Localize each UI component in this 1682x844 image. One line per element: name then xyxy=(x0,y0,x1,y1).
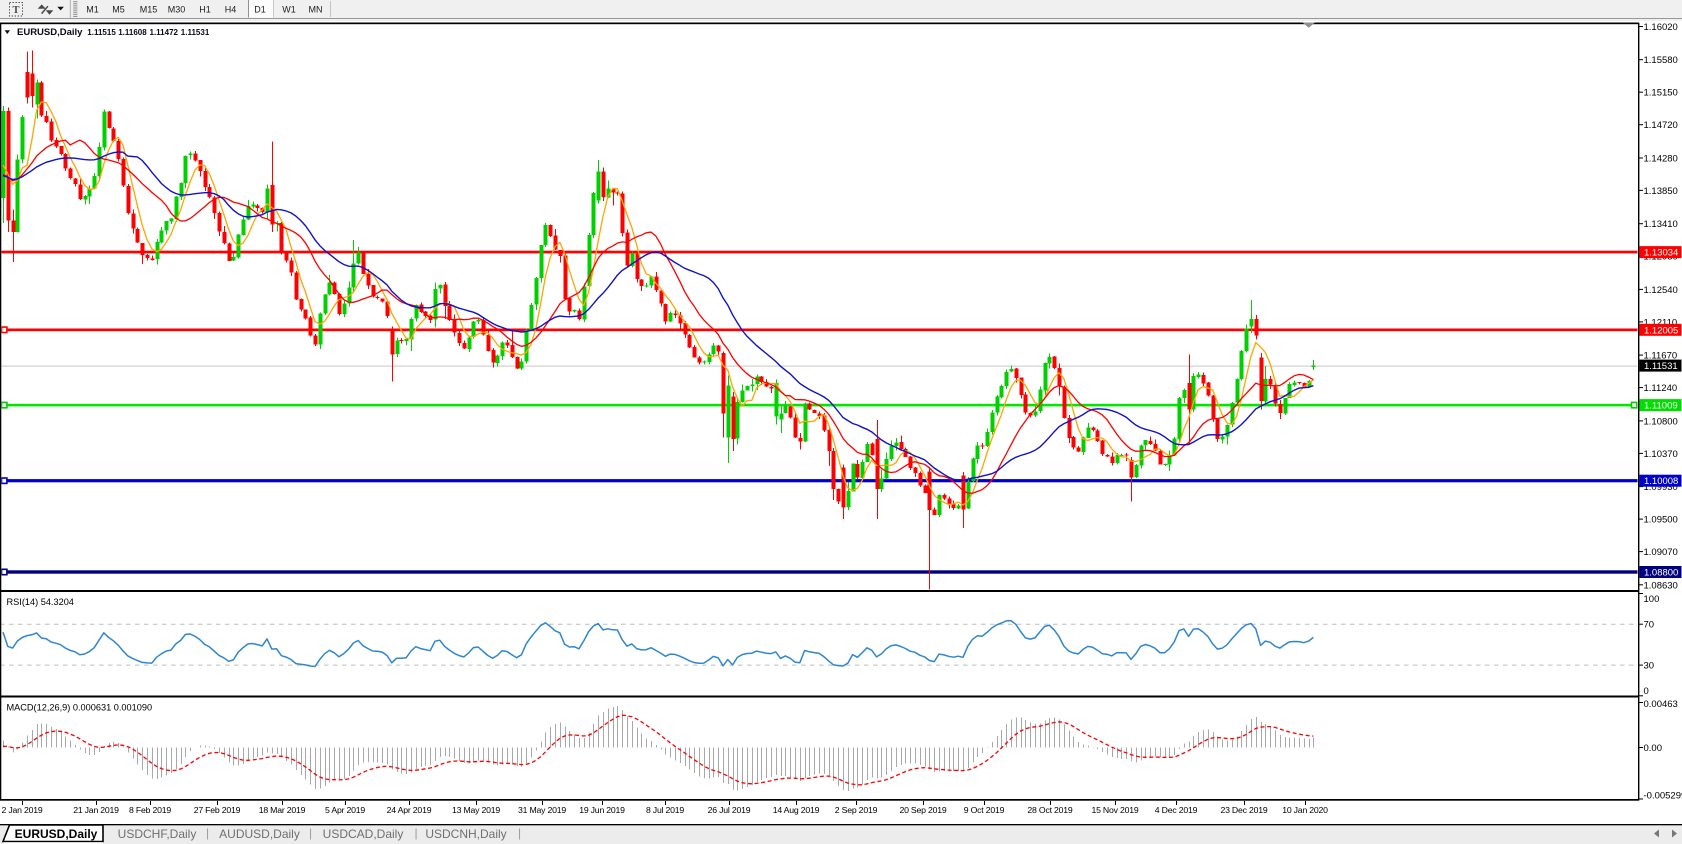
svg-text:8 Jul 2019: 8 Jul 2019 xyxy=(646,805,684,815)
svg-text:1.08800: 1.08800 xyxy=(1644,568,1678,579)
svg-text:|: | xyxy=(414,826,417,840)
svg-text:|: | xyxy=(518,826,521,840)
svg-text:D1: D1 xyxy=(254,5,266,15)
svg-text:T: T xyxy=(12,5,19,16)
svg-text:MN: MN xyxy=(309,5,323,15)
svg-text:18 Mar 2019: 18 Mar 2019 xyxy=(259,805,306,815)
svg-text:1.10800: 1.10800 xyxy=(1644,416,1678,427)
svg-text:1.11515: 1.11515 xyxy=(87,28,116,37)
svg-text:28 Oct 2019: 28 Oct 2019 xyxy=(1027,805,1073,815)
svg-text:1.11240: 1.11240 xyxy=(1644,383,1678,394)
svg-text:EURUSD,Daily: EURUSD,Daily xyxy=(17,27,83,38)
svg-text:H1: H1 xyxy=(199,5,211,15)
svg-text:1.10008: 1.10008 xyxy=(1644,476,1678,487)
svg-text:H4: H4 xyxy=(225,5,237,15)
svg-text:USDCAD,Daily: USDCAD,Daily xyxy=(323,827,404,841)
svg-text:4 Dec 2019: 4 Dec 2019 xyxy=(1155,805,1198,815)
svg-text:1.13850: 1.13850 xyxy=(1644,186,1678,197)
svg-text:14 Aug 2019: 14 Aug 2019 xyxy=(773,805,820,815)
svg-text:1.14720: 1.14720 xyxy=(1644,120,1678,131)
svg-text:1.11608: 1.11608 xyxy=(118,28,147,37)
svg-text:1.13034: 1.13034 xyxy=(1644,248,1678,259)
svg-text:|: | xyxy=(309,826,312,840)
svg-text:1.11670: 1.11670 xyxy=(1644,351,1678,362)
svg-text:1.12005: 1.12005 xyxy=(1644,325,1678,336)
svg-text:M1: M1 xyxy=(86,5,99,15)
svg-text:1.15580: 1.15580 xyxy=(1644,55,1678,66)
svg-text:1.09500: 1.09500 xyxy=(1644,515,1678,526)
svg-text:W1: W1 xyxy=(282,5,296,15)
svg-text:5 Apr 2019: 5 Apr 2019 xyxy=(325,805,365,815)
svg-text:1.09070: 1.09070 xyxy=(1644,547,1678,558)
svg-text:1.12540: 1.12540 xyxy=(1644,285,1678,296)
svg-text:AUDUSD,Daily: AUDUSD,Daily xyxy=(219,827,300,841)
svg-text:M5: M5 xyxy=(112,5,125,15)
svg-text:-0.005299: -0.005299 xyxy=(1644,791,1682,802)
svg-text:0.00: 0.00 xyxy=(1644,743,1663,754)
svg-text:2 Sep 2019: 2 Sep 2019 xyxy=(835,805,878,815)
svg-text:M30: M30 xyxy=(168,5,186,15)
svg-text:9 Oct 2019: 9 Oct 2019 xyxy=(964,805,1005,815)
svg-text:RSI(14) 54.3204: RSI(14) 54.3204 xyxy=(7,597,74,607)
svg-text:2 Jan 2019: 2 Jan 2019 xyxy=(2,805,43,815)
svg-text:27 Feb 2019: 27 Feb 2019 xyxy=(194,805,241,815)
svg-text:1.08630: 1.08630 xyxy=(1644,580,1678,591)
svg-text:23 Dec 2019: 23 Dec 2019 xyxy=(1220,805,1267,815)
svg-text:1.12110: 1.12110 xyxy=(1644,317,1678,328)
svg-text:EURUSD,Daily: EURUSD,Daily xyxy=(15,827,98,841)
svg-text:1.09930: 1.09930 xyxy=(1644,482,1678,493)
svg-text:1.11531: 1.11531 xyxy=(181,28,210,37)
svg-text:30: 30 xyxy=(1644,661,1655,672)
svg-text:|: | xyxy=(206,826,209,840)
svg-text:20 Sep 2019: 20 Sep 2019 xyxy=(899,805,946,815)
svg-text:15 Nov 2019: 15 Nov 2019 xyxy=(1091,805,1138,815)
svg-text:1.11472: 1.11472 xyxy=(150,28,179,37)
svg-text:21 Jan 2019: 21 Jan 2019 xyxy=(73,805,119,815)
svg-text:1.13410: 1.13410 xyxy=(1644,219,1678,230)
svg-text:70: 70 xyxy=(1644,620,1655,631)
svg-text:8 Feb 2019: 8 Feb 2019 xyxy=(129,805,171,815)
svg-text:19 Jun 2019: 19 Jun 2019 xyxy=(579,805,625,815)
svg-text:0.00463: 0.00463 xyxy=(1644,699,1678,710)
svg-text:M15: M15 xyxy=(140,5,158,15)
svg-text:1.16020: 1.16020 xyxy=(1644,22,1678,33)
svg-text:24 Apr 2019: 24 Apr 2019 xyxy=(387,805,432,815)
svg-text:USDCHF,Daily: USDCHF,Daily xyxy=(118,827,197,841)
svg-text:MACD(12,26,9) 0.000631 0.00109: MACD(12,26,9) 0.000631 0.001090 xyxy=(7,703,153,713)
svg-text:1.15150: 1.15150 xyxy=(1644,88,1678,99)
svg-text:10 Jan 2020: 10 Jan 2020 xyxy=(1282,805,1328,815)
svg-text:1.14280: 1.14280 xyxy=(1644,154,1678,165)
svg-text:26 Jul 2019: 26 Jul 2019 xyxy=(708,805,751,815)
svg-text:31 May 2019: 31 May 2019 xyxy=(518,805,566,815)
svg-text:100: 100 xyxy=(1644,594,1660,605)
svg-text:1.10370: 1.10370 xyxy=(1644,449,1678,460)
svg-text:1.11531: 1.11531 xyxy=(1644,361,1678,372)
svg-text:0: 0 xyxy=(1644,686,1649,697)
svg-text:USDCNH,Daily: USDCNH,Daily xyxy=(425,827,506,841)
svg-text:13 May 2019: 13 May 2019 xyxy=(452,805,500,815)
svg-text:1.11009: 1.11009 xyxy=(1644,401,1678,412)
